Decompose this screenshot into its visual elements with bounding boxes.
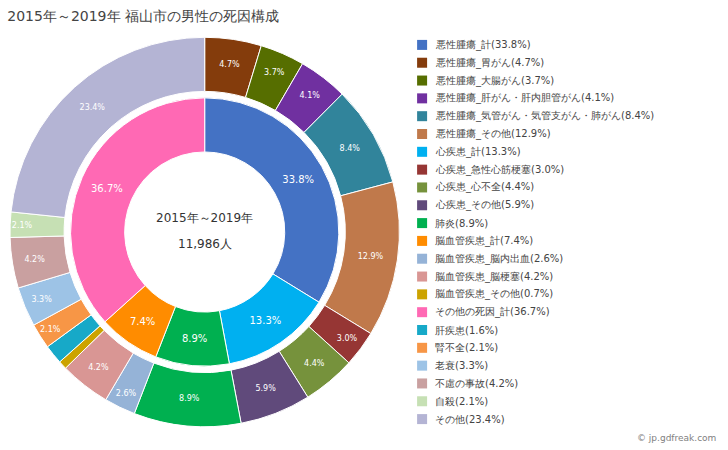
svg-text:老衰(3.3%): 老衰(3.3%)	[435, 360, 488, 371]
svg-text:その他(23.4%): その他(23.4%)	[435, 414, 505, 425]
svg-text:13.3%: 13.3%	[250, 315, 282, 326]
svg-text:33.8%: 33.8%	[282, 174, 314, 185]
svg-text:悪性腫瘍_胃がん(4.7%): 悪性腫瘍_胃がん(4.7%)	[435, 57, 544, 69]
svg-text:その他の死因_計(36.7%): その他の死因_計(36.7%)	[435, 306, 550, 318]
svg-text:悪性腫瘍_気管がん・気管支がん・肺がん(8.4%): 悪性腫瘍_気管がん・気管支がん・肺がん(8.4%)	[435, 110, 654, 122]
svg-text:2015年～2019年 福山市の男性の死因構成: 2015年～2019年 福山市の男性の死因構成	[7, 8, 279, 24]
svg-text:不慮の事故(4.2%): 不慮の事故(4.2%)	[435, 378, 518, 389]
svg-text:2.6%: 2.6%	[116, 389, 137, 398]
svg-text:心疾患_その他(5.9%): 心疾患_その他(5.9%)	[435, 199, 534, 211]
svg-text:4.2%: 4.2%	[24, 255, 45, 264]
svg-text:3.3%: 3.3%	[31, 295, 52, 304]
svg-text:脳血管疾患_脳内出血(2.6%): 脳血管疾患_脳内出血(2.6%)	[435, 253, 563, 265]
svg-text:5.9%: 5.9%	[255, 384, 276, 393]
svg-text:肝疾患(1.6%): 肝疾患(1.6%)	[435, 325, 498, 336]
svg-text:7.4%: 7.4%	[130, 316, 155, 327]
svg-text:8.4%: 8.4%	[340, 144, 361, 153]
svg-text:悪性腫瘍_その他(12.9%): 悪性腫瘍_その他(12.9%)	[435, 128, 551, 140]
svg-text:8.9%: 8.9%	[182, 333, 207, 344]
svg-text:4.2%: 4.2%	[88, 363, 109, 372]
svg-text:36.7%: 36.7%	[91, 183, 123, 194]
svg-text:心疾患_計(13.3%): 心疾患_計(13.3%)	[435, 146, 521, 158]
svg-text:23.4%: 23.4%	[80, 103, 106, 112]
svg-text:脳血管疾患_その他(0.7%): 脳血管疾患_その他(0.7%)	[435, 288, 553, 300]
svg-text:自殺(2.1%): 自殺(2.1%)	[435, 396, 488, 407]
svg-text:3.7%: 3.7%	[264, 68, 285, 77]
svg-text:8.9%: 8.9%	[179, 394, 200, 403]
svg-text:12.9%: 12.9%	[358, 252, 384, 261]
svg-text:4.4%: 4.4%	[304, 359, 325, 368]
svg-text:肺炎(8.9%): 肺炎(8.9%)	[435, 218, 488, 229]
svg-text:腎不全(2.1%): 腎不全(2.1%)	[435, 342, 498, 353]
svg-text:11,986人: 11,986人	[178, 237, 232, 251]
svg-text:悪性腫瘍_計(33.8%): 悪性腫瘍_計(33.8%)	[435, 39, 531, 51]
svg-text:2.1%: 2.1%	[12, 221, 33, 230]
svg-text:© jp.gdfreak.com: © jp.gdfreak.com	[637, 433, 716, 443]
svg-text:4.1%: 4.1%	[300, 91, 321, 100]
svg-text:心疾患_急性心筋梗塞(3.0%): 心疾患_急性心筋梗塞(3.0%)	[435, 164, 564, 176]
svg-text:脳血管疾患_計(7.4%): 脳血管疾患_計(7.4%)	[435, 235, 533, 247]
svg-text:2.1%: 2.1%	[40, 325, 61, 334]
svg-text:心疾患_心不全(4.4%): 心疾患_心不全(4.4%)	[435, 181, 534, 193]
svg-text:3.0%: 3.0%	[337, 334, 358, 343]
svg-text:2015年～2019年: 2015年～2019年	[156, 211, 253, 225]
svg-text:4.7%: 4.7%	[219, 60, 240, 69]
svg-text:脳血管疾患_脳梗塞(4.2%): 脳血管疾患_脳梗塞(4.2%)	[435, 271, 553, 283]
svg-text:悪性腫瘍_肝がん・肝内胆管がん(4.1%): 悪性腫瘍_肝がん・肝内胆管がん(4.1%)	[435, 92, 614, 104]
svg-text:悪性腫瘍_大腸がん(3.7%): 悪性腫瘍_大腸がん(3.7%)	[435, 75, 554, 87]
